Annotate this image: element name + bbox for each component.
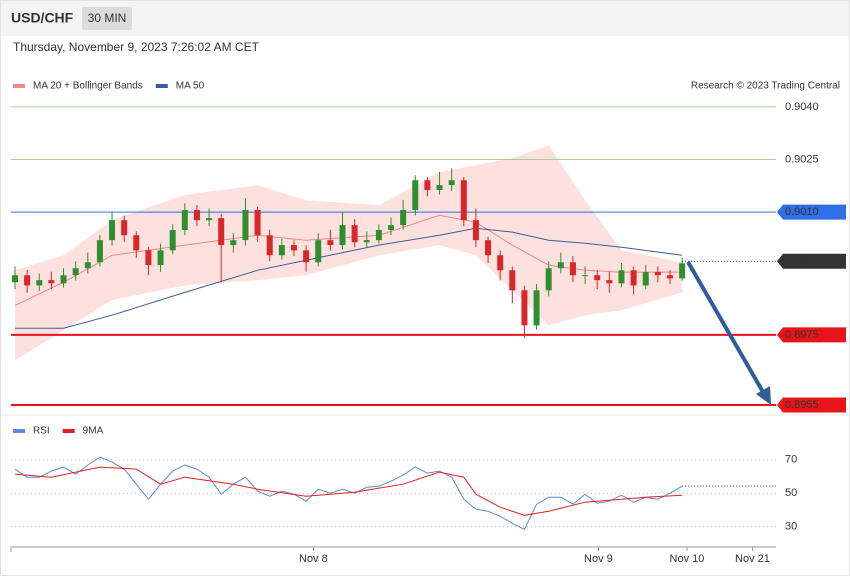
forecast-arrow [686, 261, 771, 405]
candle-body [230, 240, 237, 246]
candle-body [666, 275, 673, 279]
legend-label: 9MA [83, 426, 104, 437]
candle-body [497, 255, 504, 271]
level-box [777, 327, 846, 343]
candle-body [642, 272, 649, 286]
arrow-head [756, 386, 771, 405]
legend-swatch [13, 84, 25, 88]
candle-body [545, 268, 552, 291]
level-box [777, 253, 846, 269]
level-label: 0.8996 [785, 255, 819, 267]
candle-body [157, 250, 164, 266]
level-label: 0.8975 [785, 329, 819, 341]
candle-body [569, 262, 576, 276]
y-tick-label: 30 [785, 521, 797, 533]
legend-swatch [13, 429, 25, 433]
ma-line [15, 227, 683, 329]
candle-body [351, 225, 358, 243]
candle-body [521, 290, 528, 326]
x-tick-label: Nov 21 [735, 553, 770, 565]
line-series [14, 466, 683, 516]
candle-body [412, 180, 419, 211]
legend-label: MA 20 + Bollinger Bands [33, 81, 143, 92]
candle-body [472, 220, 479, 241]
candle-body [266, 235, 273, 256]
ma-line [14, 214, 683, 306]
level-label: 0.8955 [785, 399, 819, 411]
candle-body [193, 210, 200, 221]
candle-body [109, 220, 116, 241]
candle-body [278, 245, 285, 256]
candle-body [60, 275, 67, 284]
candle-body [594, 275, 601, 281]
candle-body [388, 225, 395, 231]
candle-body [339, 225, 346, 246]
level-label: 0.9040 [785, 101, 819, 113]
candle-body [36, 280, 43, 286]
candle-body [606, 280, 613, 284]
candle-body [290, 245, 297, 251]
symbol: USD/CHF [11, 10, 74, 26]
candle-body [218, 218, 225, 246]
interval[interactable]: 30 MIN [88, 11, 127, 25]
candle-body [96, 240, 103, 263]
candle-body [533, 290, 540, 326]
candle-body [400, 210, 407, 226]
candle-body [618, 270, 625, 284]
candle-body [460, 180, 467, 221]
candle-body [303, 250, 310, 263]
candle-body [654, 272, 661, 276]
candle-body [630, 270, 637, 286]
candle-body [48, 280, 55, 284]
candle-body [133, 235, 140, 251]
legend-label: MA 50 [176, 81, 205, 92]
candle-body [582, 275, 589, 277]
level-label: 0.9010 [785, 206, 819, 218]
legend-swatch [155, 84, 168, 88]
candle-body [375, 230, 382, 241]
level-box [777, 397, 846, 413]
candle-body [485, 240, 492, 256]
candle-body [181, 210, 188, 231]
candle-body [509, 270, 516, 291]
candle-body [145, 250, 152, 266]
candle-body [436, 185, 443, 191]
level-label: 0.9025 [785, 153, 819, 165]
candle-body [72, 268, 79, 276]
header-bar [1, 1, 849, 36]
arrow-shaft [686, 261, 765, 393]
timestamp: Thursday, November 9, 2023 7:26:02 AM CE… [13, 40, 260, 54]
candle-body [254, 210, 261, 236]
candle-body [363, 240, 370, 243]
line-series [14, 456, 683, 530]
candle-body [121, 220, 128, 236]
candle-body [557, 262, 564, 269]
x-tick-label: Nov 8 [299, 553, 328, 565]
candle-body [448, 180, 455, 186]
interval-box[interactable] [82, 7, 132, 30]
candle-body [84, 262, 91, 269]
level-box [777, 204, 846, 220]
legend-swatch [62, 429, 75, 433]
candle-body [24, 275, 31, 286]
x-tick-label: Nov 10 [670, 553, 705, 565]
x-tick-label: Nov 9 [584, 553, 613, 565]
bollinger-band [15, 145, 683, 361]
candle-body [679, 263, 686, 279]
candle-body [242, 210, 249, 241]
candle-body [315, 240, 322, 263]
legend-label: RSI [33, 426, 50, 437]
candle-body [206, 218, 213, 221]
candle-body [424, 180, 431, 191]
y-tick-label: 70 [785, 454, 797, 466]
credit: Research © 2023 Trading Central [691, 81, 840, 92]
candle-body [12, 275, 19, 283]
candle-body [169, 230, 176, 251]
candle-body [327, 240, 334, 246]
y-tick-label: 50 [785, 487, 797, 499]
